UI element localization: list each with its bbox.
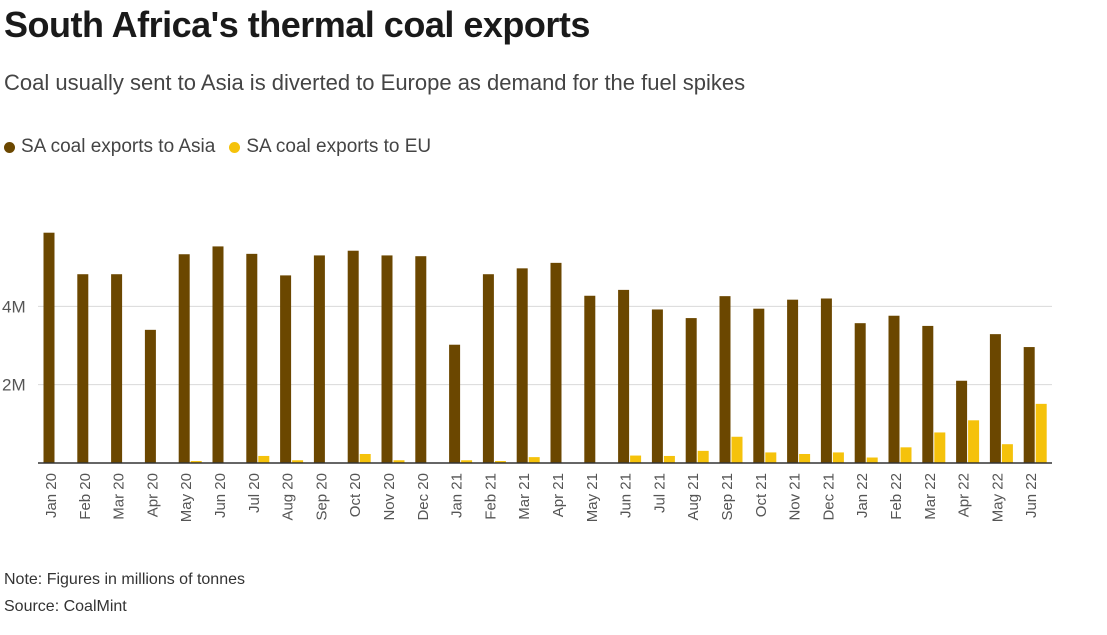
bar-eu [528,457,540,463]
bar-asia [1023,347,1035,463]
source-credit: Source: CoalMint [4,598,127,615]
y-tick-label: 4M [2,297,26,316]
x-tick-label: May 21 [584,473,601,522]
x-tick-label: Mar 20 [111,473,128,520]
bar-chart: 2M 4M Jan 20 Feb 20 Mar 20 Apr 20 May 20 Jun 20… [2,232,1052,522]
bar-asia [246,253,258,463]
bar-eu [190,461,202,463]
x-tick-label: Nov 20 [381,473,398,521]
x-tick-label: Jun 21 [618,473,635,518]
x-tick-label: Jan 22 [854,473,871,518]
x-tick-label: Oct 21 [753,473,770,517]
bar-eu [630,455,642,463]
bar-eu [731,436,743,463]
bar-eu [697,450,709,463]
bar-asia [820,298,832,463]
x-tick-label: Feb 22 [888,473,905,520]
bar-asia [618,289,630,463]
y-tick-label: 2M [2,376,26,395]
bar-asia [449,344,461,463]
bar-asia [584,295,596,463]
bar-asia [854,323,866,463]
bar-eu [1035,403,1047,463]
x-tick-label: Aug 21 [685,473,702,521]
bar-eu [900,447,912,463]
legend-item-eu: SA coal exports to EU [229,136,431,158]
bar-asia [43,232,55,463]
bar-asia [347,250,359,463]
legend-label-eu: SA coal exports to EU [246,136,432,157]
bar-eu [1001,444,1013,463]
bar-eu [799,453,811,463]
bar-asia [685,318,697,463]
x-tick-label: Sep 21 [719,473,736,521]
bar-asia [111,274,123,463]
bar-asia [989,334,1001,463]
bar-eu [866,457,878,463]
x-tick-label: Mar 21 [516,473,533,520]
bar-asia [415,256,427,463]
bar-asia [178,254,190,463]
bar-asia [381,255,393,463]
legend-swatch-eu [229,141,241,153]
bar-asia [922,325,934,463]
bar-asia [888,315,900,463]
footnote: Note: Figures in millions of tonnes [4,571,245,588]
x-tick-label: Sep 20 [313,473,330,521]
x-tick-label: Mar 22 [922,473,939,520]
bar-asia [719,296,731,463]
x-tick-label: Jul 20 [246,473,263,513]
x-tick-label: Feb 21 [482,473,499,520]
x-tick-label: Aug 20 [280,473,297,521]
x-tick-label: Apr 22 [956,473,973,517]
bar-eu [968,420,980,463]
x-tick-label: Apr 20 [144,473,161,517]
bar-asia [516,268,528,463]
bar-asia [482,274,494,463]
bar-eu [934,432,946,463]
bar-asia [753,308,765,463]
bar-eu [663,455,675,463]
bar-eu [258,455,270,463]
x-tick-label: Dec 21 [820,473,837,521]
bar-eu [765,452,777,463]
x-tick-label: Jun 20 [212,473,229,518]
x-tick-label: Apr 21 [550,473,567,517]
bar-eu [494,461,506,463]
bar-asia [956,380,968,463]
bar-eu [359,453,371,463]
x-tick-label: Dec 20 [415,473,432,521]
bar-asia [651,309,663,463]
x-tick-label: Jan 21 [449,473,466,518]
legend: SA coal exports to Asia SA coal exports … [4,136,445,158]
bar-asia [212,246,224,463]
bar-eu [461,460,473,463]
chart-subtitle: Coal usually sent to Asia is diverted to… [4,70,746,95]
legend-swatch-asia [4,141,15,153]
bar-eu [393,460,405,463]
x-tick-label: Feb 20 [77,473,94,520]
bar-asia [550,262,562,463]
bar-asia [787,299,799,463]
bar-asia [144,329,156,463]
bar-eu [292,460,304,463]
legend-item-asia: SA coal exports to Asia [4,136,215,158]
x-tick-label: Jan 20 [43,473,60,518]
bar-eu [832,452,844,463]
x-tick-label: May 22 [989,473,1006,522]
bar-asia [280,275,292,463]
x-tick-label: Jul 21 [651,473,668,513]
legend-label-asia: SA coal exports to Asia [21,136,216,157]
x-tick-label: May 20 [178,473,195,522]
bar-asia [77,274,89,463]
x-tick-label: Oct 20 [347,473,364,517]
bar-asia [313,255,325,463]
x-tick-label: Jun 22 [1023,473,1040,518]
chart-title: South Africa's thermal coal exports [4,4,590,45]
x-tick-label: Nov 21 [787,473,804,521]
